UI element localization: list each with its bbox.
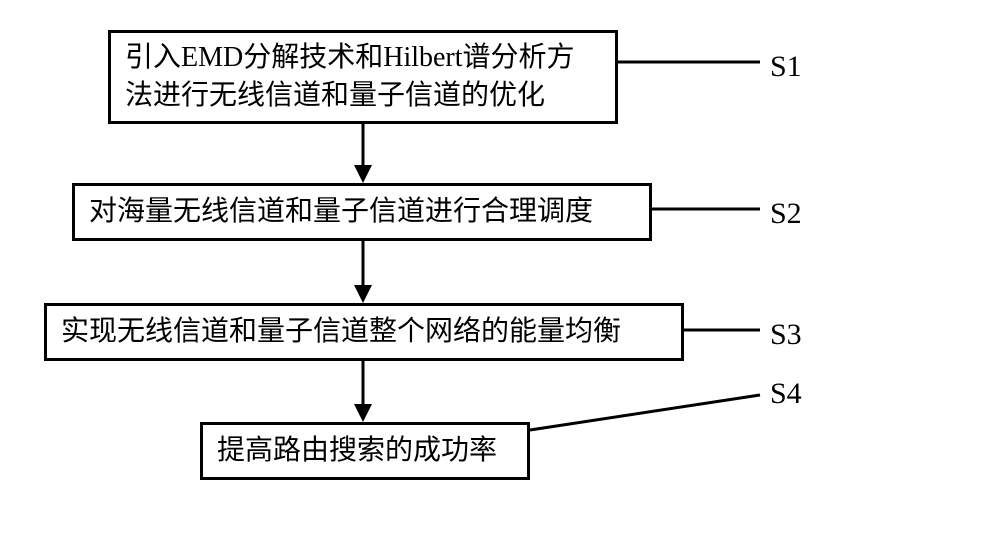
flow-step-text: 对海量无线信道和量子信道进行合理调度 (89, 193, 593, 231)
flow-step-text: 引入EMD分解技术和Hilbert谱分析方 法进行无线信道和量子信道的优化 (125, 39, 575, 115)
flowchart-canvas: 引入EMD分解技术和Hilbert谱分析方 法进行无线信道和量子信道的优化 对海… (0, 0, 1000, 538)
flow-step-text: 提高路由搜索的成功率 (217, 432, 497, 470)
step-label-s4: S4 (770, 377, 802, 411)
step-label-s3: S3 (770, 318, 802, 352)
flow-step-text: 实现无线信道和量子信道整个网络的能量均衡 (61, 313, 621, 351)
flow-step-s4: 提高路由搜索的成功率 (200, 422, 530, 480)
step-label-s2: S2 (770, 197, 802, 231)
step-label-s1: S1 (770, 50, 802, 84)
flow-step-s3: 实现无线信道和量子信道整个网络的能量均衡 (44, 303, 684, 361)
flow-step-s1: 引入EMD分解技术和Hilbert谱分析方 法进行无线信道和量子信道的优化 (108, 30, 618, 124)
flow-step-s2: 对海量无线信道和量子信道进行合理调度 (72, 183, 652, 241)
